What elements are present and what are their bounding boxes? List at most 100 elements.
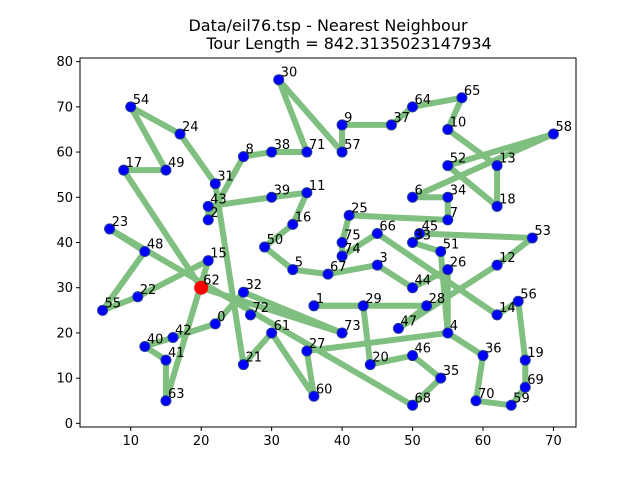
node-label: 60 [316, 382, 333, 397]
city-node [414, 227, 426, 239]
tour-edge [472, 397, 515, 409]
city-node [202, 255, 214, 267]
node-label: 75 [344, 229, 361, 244]
node-label: 16 [295, 210, 312, 225]
city-node [442, 214, 454, 226]
tour-edge [374, 262, 416, 291]
tour-edge [177, 130, 219, 187]
city-node [435, 246, 447, 258]
node-label: 55 [105, 296, 122, 311]
tour-edge [289, 266, 331, 278]
node-label: 52 [450, 152, 467, 167]
node-label: 72 [253, 301, 270, 316]
x-tick-label: 60 [475, 434, 492, 449]
city-node [371, 259, 383, 271]
node-label: 44 [415, 274, 432, 289]
city-node [237, 286, 249, 298]
city-node [547, 128, 559, 140]
city-node [132, 291, 144, 303]
node-label: 46 [415, 342, 432, 357]
city-node [308, 390, 320, 402]
node-label: 18 [499, 192, 516, 207]
tour-edge [416, 230, 536, 241]
city-node [160, 354, 172, 366]
node-label: 33 [415, 229, 432, 244]
node-label: 34 [450, 183, 467, 198]
y-tick-label: 70 [56, 100, 73, 115]
tour-edge [515, 298, 529, 364]
tour-edges [99, 76, 557, 409]
tour-edge [275, 76, 310, 156]
city-node [371, 227, 383, 239]
city-node [266, 327, 278, 339]
x-tick-label: 20 [193, 434, 210, 449]
tour-edge [268, 329, 317, 400]
city-node [435, 372, 447, 384]
city-node [407, 282, 419, 294]
node-label: 36 [485, 342, 502, 357]
city-node [407, 237, 419, 248]
city-node [357, 300, 369, 312]
node-label: 41 [168, 346, 185, 361]
start-node [194, 280, 209, 295]
tour-nodes [97, 74, 559, 411]
node-label: 45 [422, 219, 439, 234]
city-node [167, 331, 179, 343]
node-label: 29 [365, 292, 382, 307]
city-node [160, 164, 172, 176]
tour-edge [268, 189, 310, 201]
node-label: 63 [168, 387, 185, 402]
city-node [442, 160, 454, 172]
tour-edge [346, 212, 451, 223]
city-node [322, 268, 334, 280]
y-axis: 0 10 20 30 40 50 60 70 80 [56, 55, 80, 432]
city-node [519, 381, 531, 393]
city-node [336, 250, 348, 262]
city-node [160, 395, 172, 407]
node-label: 37 [393, 111, 410, 126]
node-label: 43 [210, 192, 227, 207]
tour-edge [261, 221, 296, 251]
node-label: 12 [499, 251, 516, 266]
node-label: 38 [274, 138, 291, 153]
node-label: 53 [534, 224, 551, 239]
tour-edge [170, 320, 219, 341]
city-node [512, 295, 524, 307]
tour-edge [409, 352, 444, 382]
node-label: 10 [450, 115, 467, 130]
tour-edge [444, 162, 501, 210]
tour-edge [339, 230, 381, 260]
city-node [245, 309, 256, 321]
tour-edge [240, 289, 346, 336]
city-node [139, 341, 151, 353]
tour-edge [367, 352, 416, 368]
tour-edge [99, 248, 148, 314]
x-axis: 10 20 30 40 50 60 70 [122, 427, 562, 449]
city-node [456, 92, 468, 104]
tour-edge [409, 130, 557, 201]
x-tick-label: 30 [263, 434, 280, 449]
city-node [104, 223, 116, 235]
node-label: 24 [182, 120, 199, 135]
city-node [442, 327, 454, 339]
city-node [266, 191, 278, 203]
city-node [301, 345, 313, 357]
tour-edge [325, 262, 381, 278]
chart-title: Data/eil76.tsp - Nearest Neighbour [188, 16, 468, 35]
city-node [442, 264, 454, 276]
x-tick-label: 40 [334, 434, 351, 449]
city-node [336, 327, 348, 339]
node-label: 51 [443, 238, 460, 253]
x-tick-label: 50 [404, 434, 421, 449]
city-node [301, 187, 313, 199]
node-label: 4 [450, 319, 458, 334]
city-node [202, 214, 214, 226]
city-node [287, 264, 299, 276]
tour-edge [127, 103, 184, 137]
y-tick-label: 10 [56, 372, 73, 387]
city-node [287, 218, 299, 230]
node-label: 54 [133, 93, 150, 108]
tour-edge [212, 289, 247, 327]
